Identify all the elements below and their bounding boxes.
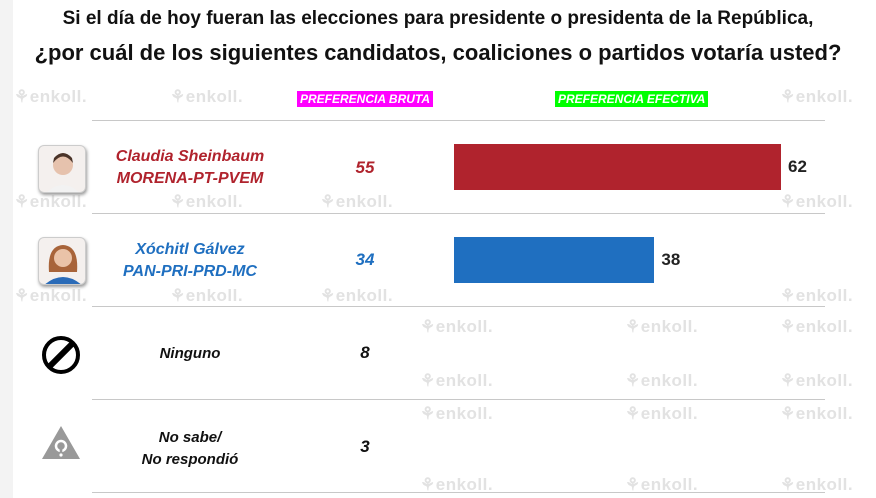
divider xyxy=(92,306,825,307)
watermark-logo: ⚘enkoll. xyxy=(780,286,854,305)
watermark-logo: ⚘enkoll. xyxy=(420,317,494,336)
watermark-logo: ⚘enkoll. xyxy=(170,87,244,106)
sheinbaum-photo xyxy=(38,145,86,193)
left-margin xyxy=(0,0,13,498)
watermark-logo: ⚘enkoll. xyxy=(625,404,699,423)
watermark-logo: ⚘enkoll. xyxy=(320,192,394,211)
bruta-value: 8 xyxy=(360,343,370,362)
watermark-logo: ⚘enkoll. xyxy=(420,404,494,423)
watermark-logo: ⚘enkoll. xyxy=(625,475,699,494)
watermark-logo: ⚘enkoll. xyxy=(780,317,854,336)
divider xyxy=(92,399,825,400)
watermark-logo: ⚘enkoll. xyxy=(320,286,394,305)
divider xyxy=(92,213,825,214)
prohibited-icon xyxy=(41,335,81,380)
bar-efectiva xyxy=(454,144,781,190)
galvez-photo xyxy=(38,237,86,285)
watermark-logo: ⚘enkoll. xyxy=(780,87,854,106)
divider xyxy=(92,492,825,493)
candidate-name: Xóchitl Gálvez PAN-PRI-PRD-MC xyxy=(123,241,257,280)
option-no-sabe: No sabe/No respondió xyxy=(141,429,239,468)
chart-title-line1: Si el día de hoy fueran las elecciones p… xyxy=(62,8,814,29)
divider xyxy=(92,120,825,121)
candidate-name: Claudia Sheinbaum MORENA-PT-PVEM xyxy=(115,148,265,187)
watermark-logo: ⚘enkoll. xyxy=(780,371,854,390)
watermark-logo: ⚘enkoll. xyxy=(14,87,88,106)
watermark-logo: ⚘enkoll. xyxy=(170,192,244,211)
bruta-value: 55 xyxy=(355,158,375,177)
header-preferencia-bruta: PREFERENCIA BRUTA xyxy=(297,91,434,107)
header-preferencia-efectiva: PREFERENCIA EFECTIVA xyxy=(555,91,709,107)
bar-efectiva-label: 62 xyxy=(788,157,807,176)
option-ninguno: Ninguno xyxy=(159,345,221,362)
watermark-logo: ⚘enkoll. xyxy=(14,192,88,211)
watermark-logo: ⚘enkoll. xyxy=(780,404,854,423)
bar-efectiva xyxy=(454,237,655,283)
bar-efectiva-label: 38 xyxy=(661,250,681,269)
question-triangle-icon xyxy=(41,424,81,465)
chart-title-line2: ¿por cuál de los siguientes candidatos, … xyxy=(34,40,842,65)
watermark-logo: ⚘enkoll. xyxy=(625,317,699,336)
bruta-value: 3 xyxy=(360,437,370,456)
watermark-logo: ⚘enkoll. xyxy=(625,371,699,390)
watermark-logo: ⚘enkoll. xyxy=(420,371,494,390)
watermark-logo: ⚘enkoll. xyxy=(420,475,494,494)
watermark-logo: ⚘enkoll. xyxy=(14,286,88,305)
watermark-logo: ⚘enkoll. xyxy=(780,192,854,211)
watermark-logo: ⚘enkoll. xyxy=(780,475,854,494)
bruta-value: 34 xyxy=(355,250,375,269)
watermark-logo: ⚘enkoll. xyxy=(170,286,244,305)
